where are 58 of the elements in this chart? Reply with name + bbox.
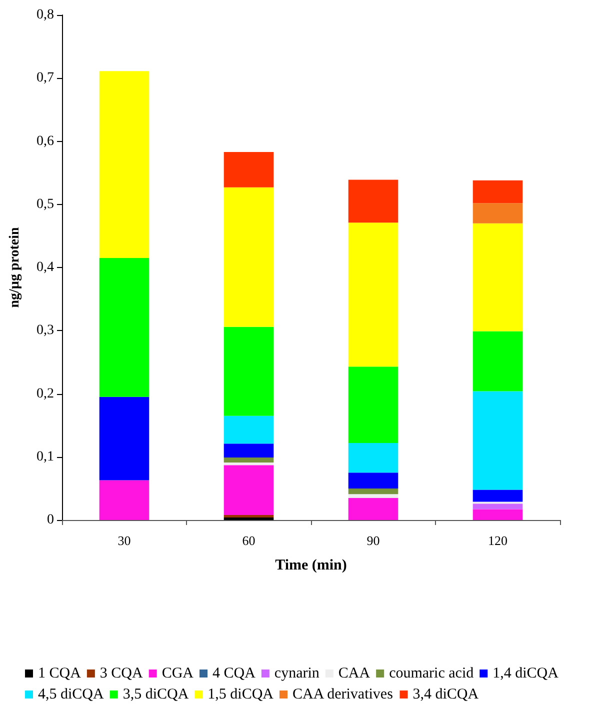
bar — [348, 498, 398, 520]
y-tick-label: 0,8 — [36, 8, 54, 22]
bar — [348, 472, 398, 488]
x-tick-label: 30 — [118, 533, 131, 548]
bar — [224, 326, 274, 416]
bar — [472, 331, 523, 392]
legend-label: 4 CQA — [212, 666, 256, 682]
x-tick-label: 120 — [488, 533, 508, 548]
bar — [224, 187, 274, 327]
bar — [224, 514, 274, 518]
legend-label: cynarin — [274, 666, 320, 682]
bar — [472, 223, 523, 332]
bar — [99, 396, 150, 480]
legend-label: 3 CQA — [100, 666, 144, 682]
bar — [472, 203, 523, 224]
y-tick-label: 0,6 — [36, 134, 54, 149]
bar — [472, 504, 523, 510]
x-tick-label: 90 — [366, 533, 380, 548]
bar — [348, 494, 398, 498]
bar — [348, 442, 398, 473]
x-tick-label: 60 — [242, 533, 256, 548]
bar — [348, 488, 398, 494]
y-tick-label: 0,4 — [36, 260, 54, 275]
bar — [99, 258, 150, 397]
bar — [348, 366, 398, 443]
bar — [224, 416, 274, 444]
legend-label: 3,5 diCQA — [122, 686, 189, 702]
bar — [472, 509, 523, 520]
legend-label: CGA — [162, 666, 194, 682]
bar — [99, 71, 150, 258]
bar — [224, 152, 274, 188]
x-axis-title: Time (min) — [275, 558, 347, 574]
legend-label: CAA derivatives — [292, 686, 394, 702]
legend-label: 1,5 diCQA — [208, 686, 274, 702]
legend-label: coumaric acid — [389, 666, 474, 682]
y-tick-label: 0,5 — [36, 196, 54, 212]
bar — [472, 490, 523, 502]
bar — [224, 444, 274, 458]
bar — [224, 462, 274, 466]
y-tick-label: 0,3 — [36, 323, 54, 338]
bar — [224, 517, 274, 520]
legend-label: 4,5 diCQA — [38, 686, 104, 702]
y-tick-label: 0,7 — [36, 70, 54, 86]
legend-label: CAA — [338, 666, 370, 682]
y-tick-label: 0,2 — [36, 386, 54, 402]
legend-label: 3,4 diCQA — [412, 686, 479, 702]
bar — [472, 180, 523, 204]
bar — [348, 180, 398, 223]
bar — [99, 480, 150, 520]
legend-label: 1,4 diCQA — [492, 666, 559, 682]
y-tick-label: 0 — [47, 512, 54, 528]
y-axis-title: ng/µg protein — [8, 227, 22, 308]
y-tick-label: 0,1 — [36, 449, 54, 464]
bar — [224, 458, 274, 463]
bar — [224, 465, 274, 515]
bar — [348, 222, 398, 367]
legend-label: 1 CQA — [38, 666, 82, 682]
bar — [472, 391, 523, 490]
